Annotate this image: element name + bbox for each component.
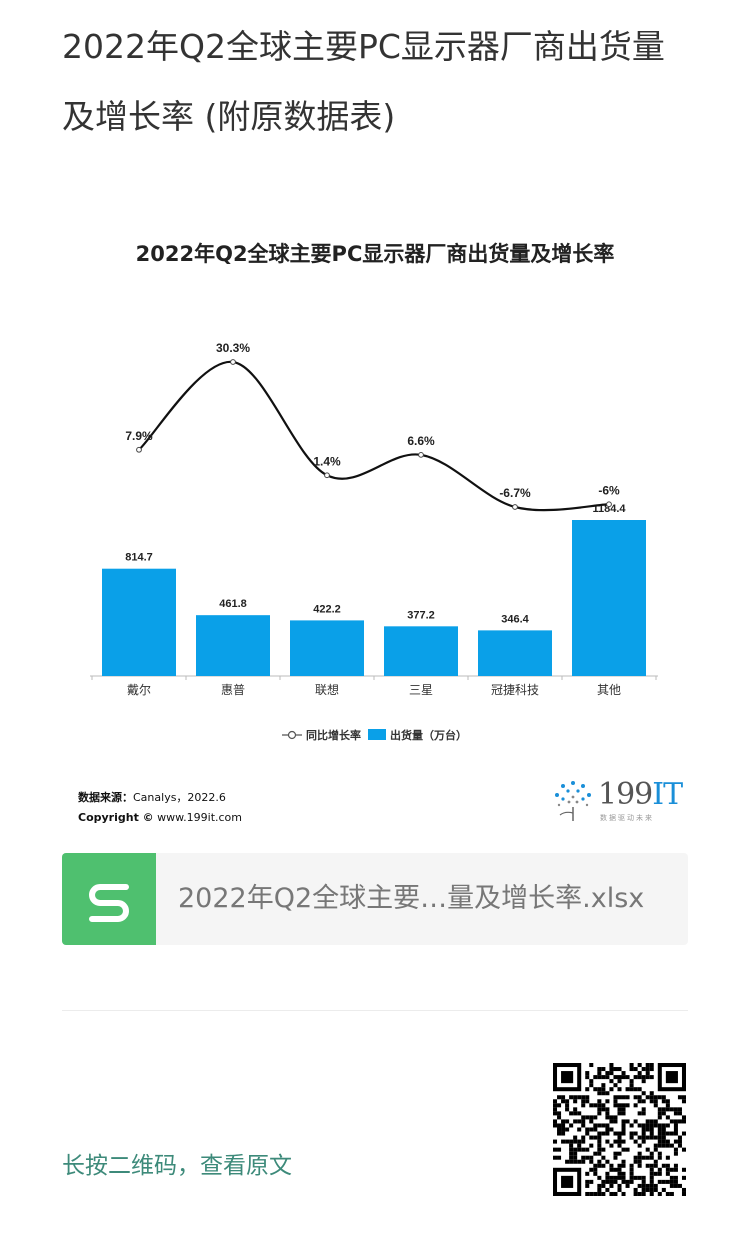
bar-2 xyxy=(290,620,364,676)
bar-label-0: 814.7 xyxy=(125,552,153,564)
source-prefix: 数据来源： xyxy=(78,791,133,804)
logo-199it: 199IT 数据驱动未来 xyxy=(550,775,690,825)
growth-point-1 xyxy=(230,359,236,365)
growth-label-1: 30.3% xyxy=(216,341,250,355)
bar-label-1: 461.8 xyxy=(219,598,247,610)
growth-line xyxy=(138,360,610,512)
logo-text: 199IT xyxy=(598,777,683,812)
attachment-file-card[interactable]: 2022年Q2全球主要…量及增长率.xlsx xyxy=(62,853,688,945)
copyright-label: Copyright © xyxy=(78,811,154,824)
category-label-4: 冠捷科技 xyxy=(491,683,539,697)
category-label-5: 其他 xyxy=(597,683,621,697)
article-title: 2022年Q2全球主要PC显示器厂商出货量及增长率 (附原数据表) xyxy=(62,27,665,136)
source-block: 数据来源：Canalys，2022.6 Copyright © www.199i… xyxy=(78,788,242,828)
growth-point-5 xyxy=(606,501,612,508)
growth-label-4: -6.7% xyxy=(499,486,531,500)
spreadsheet-icon xyxy=(62,853,156,945)
bar-label-4: 346.4 xyxy=(501,613,529,625)
divider xyxy=(62,1010,688,1011)
logo-dandelion-icon xyxy=(555,781,591,821)
growth-label-0: 7.9% xyxy=(125,429,153,443)
category-label-2: 联想 xyxy=(315,682,339,697)
growth-label-5: -6% xyxy=(598,483,620,497)
category-label-0: 戴尔 xyxy=(127,682,151,697)
chart-title: 2022年Q2全球主要PC显示器厂商出货量及增长率 xyxy=(135,242,615,266)
logo-tagline: 数据驱动未来 xyxy=(600,814,654,822)
source-text: Canalys，2022.6 xyxy=(133,791,226,804)
bar-0 xyxy=(102,568,176,676)
category-label-1: 惠普 xyxy=(221,683,245,697)
chart-figure: 2022年Q2全球主要PC显示器厂商出货量及增长率 814.7 戴尔 461.8 惠普… xyxy=(40,210,710,840)
legend-bar-swatch xyxy=(368,729,386,740)
legend-line-marker xyxy=(287,730,297,740)
bar-label-2: 422.2 xyxy=(313,603,341,615)
bar-label-3: 377.2 xyxy=(407,609,435,621)
growth-label-2: 1.4% xyxy=(313,454,341,468)
copyright-site: www.199it.com xyxy=(157,811,243,824)
bar-5 xyxy=(572,520,646,676)
growth-point-0 xyxy=(136,446,142,453)
file-name: 2022年Q2全球主要…量及增长率.xlsx xyxy=(178,883,645,914)
legend-line-label: 同比增长率 xyxy=(306,728,361,742)
growth-label-3: 6.6% xyxy=(407,434,435,448)
chart-svg: 814.7戴尔461.8惠普422.2联想377.2三星346.4冠捷科技118… xyxy=(90,341,658,742)
qr-code-icon[interactable] xyxy=(553,1063,686,1196)
qr-hint: 长按二维码，查看原文 xyxy=(62,1153,292,1179)
growth-point-4 xyxy=(512,504,518,510)
bar-4 xyxy=(478,630,552,676)
bar-3 xyxy=(384,626,458,676)
growth-point-3 xyxy=(418,451,424,458)
category-label-3: 三星 xyxy=(409,683,433,697)
growth-point-2 xyxy=(324,472,330,479)
bar-1 xyxy=(196,615,270,676)
legend-bar-label: 出货量（万台） xyxy=(390,728,467,742)
